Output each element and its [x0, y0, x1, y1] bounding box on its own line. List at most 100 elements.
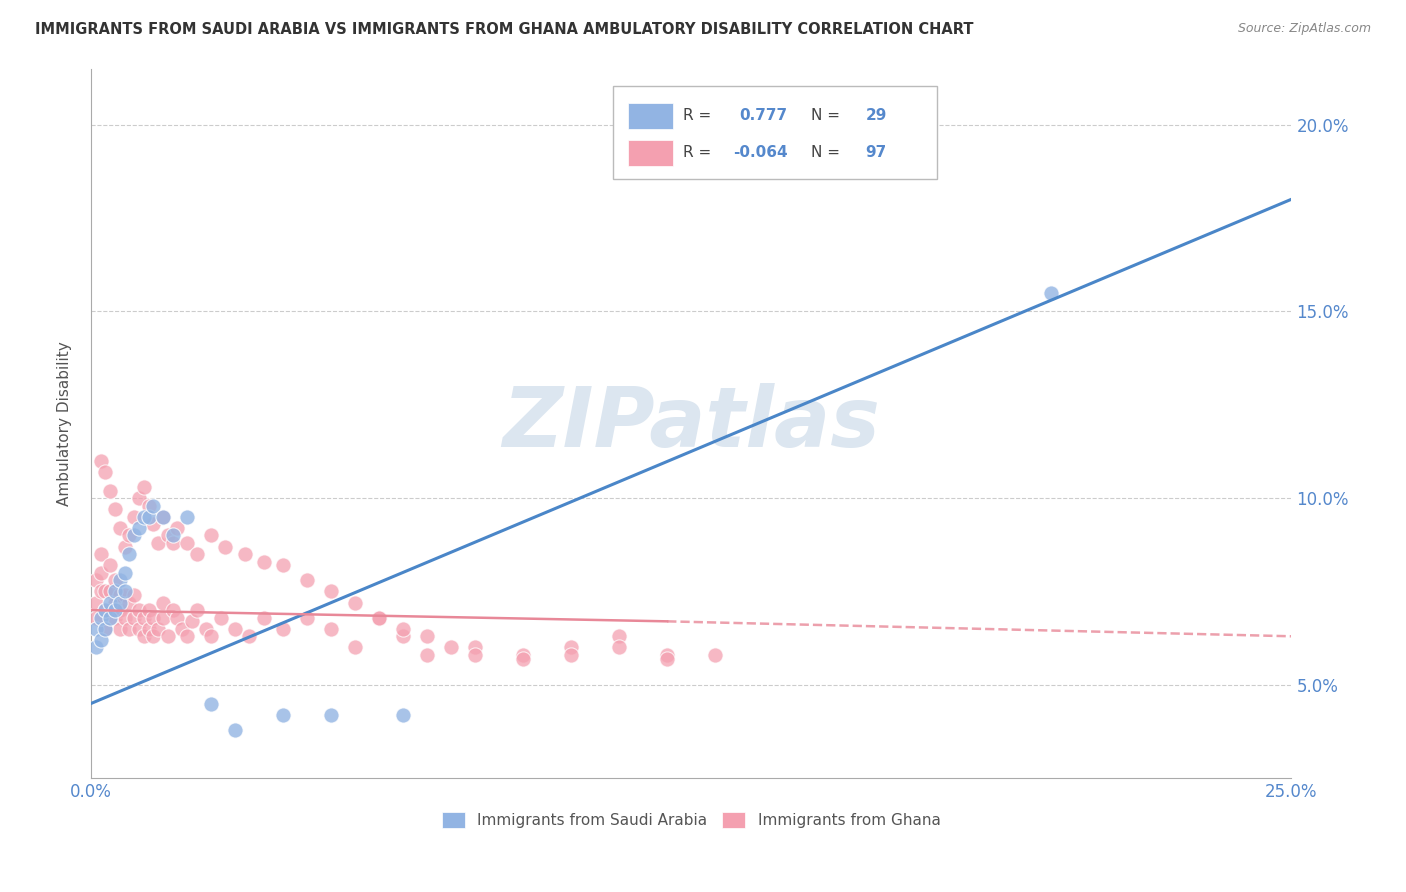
- Point: [200, 629, 222, 643]
- Point: [152, 610, 174, 624]
- Point: [142, 629, 165, 643]
- Point: [118, 622, 141, 636]
- Point: [84, 640, 107, 655]
- Point: [319, 622, 342, 636]
- Point: [271, 622, 294, 636]
- Point: [344, 640, 367, 655]
- Bar: [627, 140, 673, 166]
- Text: R =: R =: [683, 145, 711, 161]
- Point: [108, 622, 131, 636]
- Point: [704, 648, 727, 662]
- Point: [319, 584, 342, 599]
- Point: [146, 536, 169, 550]
- Point: [186, 603, 208, 617]
- Point: [152, 596, 174, 610]
- Point: [142, 610, 165, 624]
- Point: [104, 574, 127, 588]
- Point: [114, 588, 136, 602]
- Point: [172, 622, 194, 636]
- Point: [224, 723, 246, 737]
- Point: [195, 622, 218, 636]
- Point: [132, 480, 155, 494]
- Point: [90, 633, 112, 648]
- Point: [392, 629, 415, 643]
- Point: [209, 610, 232, 624]
- Point: [162, 536, 184, 550]
- Point: [104, 502, 127, 516]
- Point: [84, 596, 107, 610]
- Point: [114, 540, 136, 554]
- Point: [440, 640, 463, 655]
- Point: [464, 648, 486, 662]
- Point: [94, 465, 117, 479]
- Point: [295, 610, 318, 624]
- Point: [104, 596, 127, 610]
- Point: [108, 603, 131, 617]
- Point: [152, 509, 174, 524]
- Point: [90, 547, 112, 561]
- Point: [94, 622, 117, 636]
- Point: [560, 648, 582, 662]
- Point: [319, 707, 342, 722]
- Point: [560, 640, 582, 655]
- Point: [118, 528, 141, 542]
- Point: [152, 509, 174, 524]
- Point: [156, 528, 179, 542]
- Point: [84, 622, 107, 636]
- Text: ZIPatlas: ZIPatlas: [502, 383, 880, 464]
- Point: [224, 622, 246, 636]
- Bar: [627, 103, 673, 128]
- Point: [657, 651, 679, 665]
- Point: [416, 629, 439, 643]
- Point: [132, 509, 155, 524]
- Point: [138, 603, 160, 617]
- Point: [162, 603, 184, 617]
- Point: [392, 622, 415, 636]
- Point: [108, 596, 131, 610]
- Point: [108, 521, 131, 535]
- Point: [122, 610, 145, 624]
- Point: [132, 629, 155, 643]
- Point: [108, 574, 131, 588]
- Point: [1040, 285, 1063, 300]
- Point: [512, 651, 534, 665]
- Point: [238, 629, 260, 643]
- Point: [166, 610, 188, 624]
- Point: [607, 640, 630, 655]
- Point: [512, 648, 534, 662]
- Point: [90, 584, 112, 599]
- Point: [118, 596, 141, 610]
- Point: [132, 610, 155, 624]
- Point: [200, 697, 222, 711]
- Point: [128, 521, 150, 535]
- Point: [253, 610, 276, 624]
- Point: [200, 528, 222, 542]
- Point: [98, 603, 121, 617]
- Point: [118, 547, 141, 561]
- Point: [271, 707, 294, 722]
- Text: N =: N =: [811, 108, 841, 123]
- Point: [114, 610, 136, 624]
- Point: [138, 509, 160, 524]
- Point: [142, 517, 165, 532]
- Point: [94, 603, 117, 617]
- Point: [98, 483, 121, 498]
- Point: [122, 588, 145, 602]
- Point: [607, 629, 630, 643]
- Point: [162, 528, 184, 542]
- Point: [166, 521, 188, 535]
- Point: [114, 566, 136, 580]
- Point: [368, 610, 391, 624]
- Text: 29: 29: [865, 108, 887, 123]
- Point: [657, 648, 679, 662]
- Point: [104, 584, 127, 599]
- Text: 0.777: 0.777: [740, 108, 787, 123]
- Point: [98, 584, 121, 599]
- Point: [122, 528, 145, 542]
- Point: [128, 491, 150, 505]
- Point: [214, 540, 236, 554]
- Point: [114, 584, 136, 599]
- Point: [128, 622, 150, 636]
- Point: [90, 610, 112, 624]
- Point: [146, 622, 169, 636]
